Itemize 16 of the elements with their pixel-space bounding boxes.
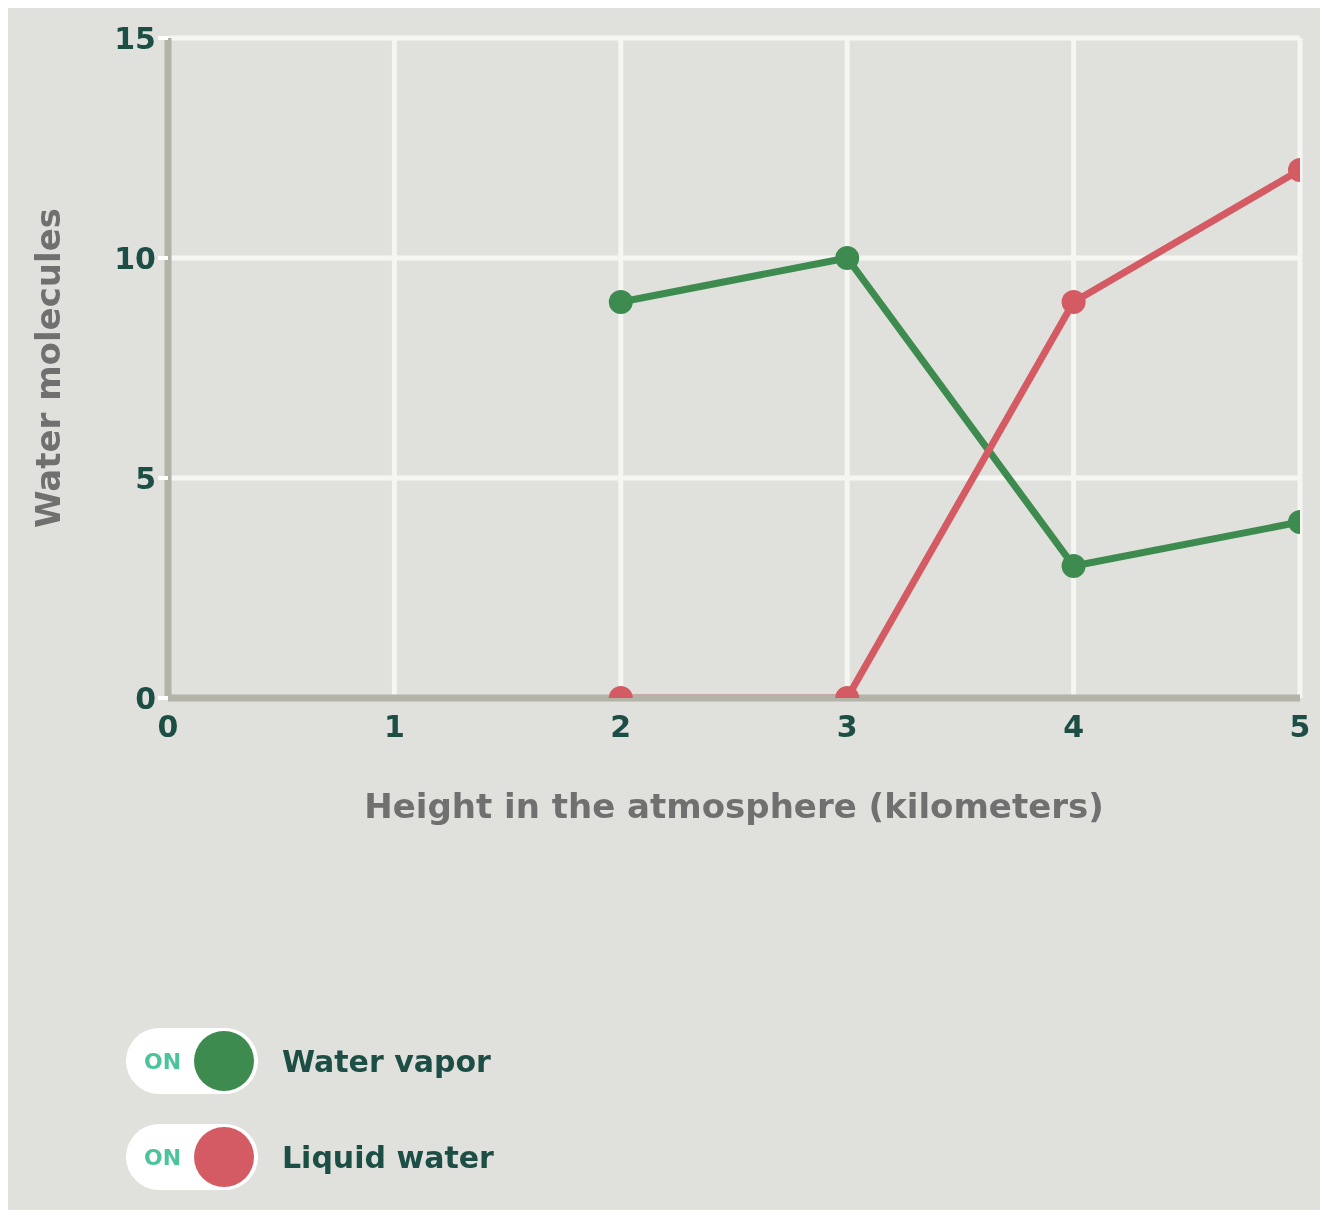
legend-label: Water vapor bbox=[282, 1043, 491, 1079]
legend-label: Liquid water bbox=[282, 1139, 494, 1175]
y-axis-title: Water molecules bbox=[28, 208, 69, 528]
x-tick-label: 5 bbox=[1289, 709, 1311, 745]
x-axis-title: Height in the atmosphere (kilometers) bbox=[364, 786, 1104, 826]
x-tick-label: 4 bbox=[1063, 709, 1085, 745]
toggle-switch: ON bbox=[126, 1124, 258, 1190]
y-tick-label: 5 bbox=[135, 460, 156, 496]
x-tick-label: 3 bbox=[836, 709, 858, 745]
x-tick-label: 0 bbox=[157, 709, 179, 745]
y-tick-label: 15 bbox=[114, 20, 156, 56]
y-tick-label: 0 bbox=[135, 680, 156, 716]
x-tick-label: 2 bbox=[610, 709, 632, 745]
x-tick-label: 1 bbox=[383, 709, 405, 745]
y-tick-label: 10 bbox=[114, 240, 156, 276]
toggle-switch: ON bbox=[126, 1028, 258, 1094]
